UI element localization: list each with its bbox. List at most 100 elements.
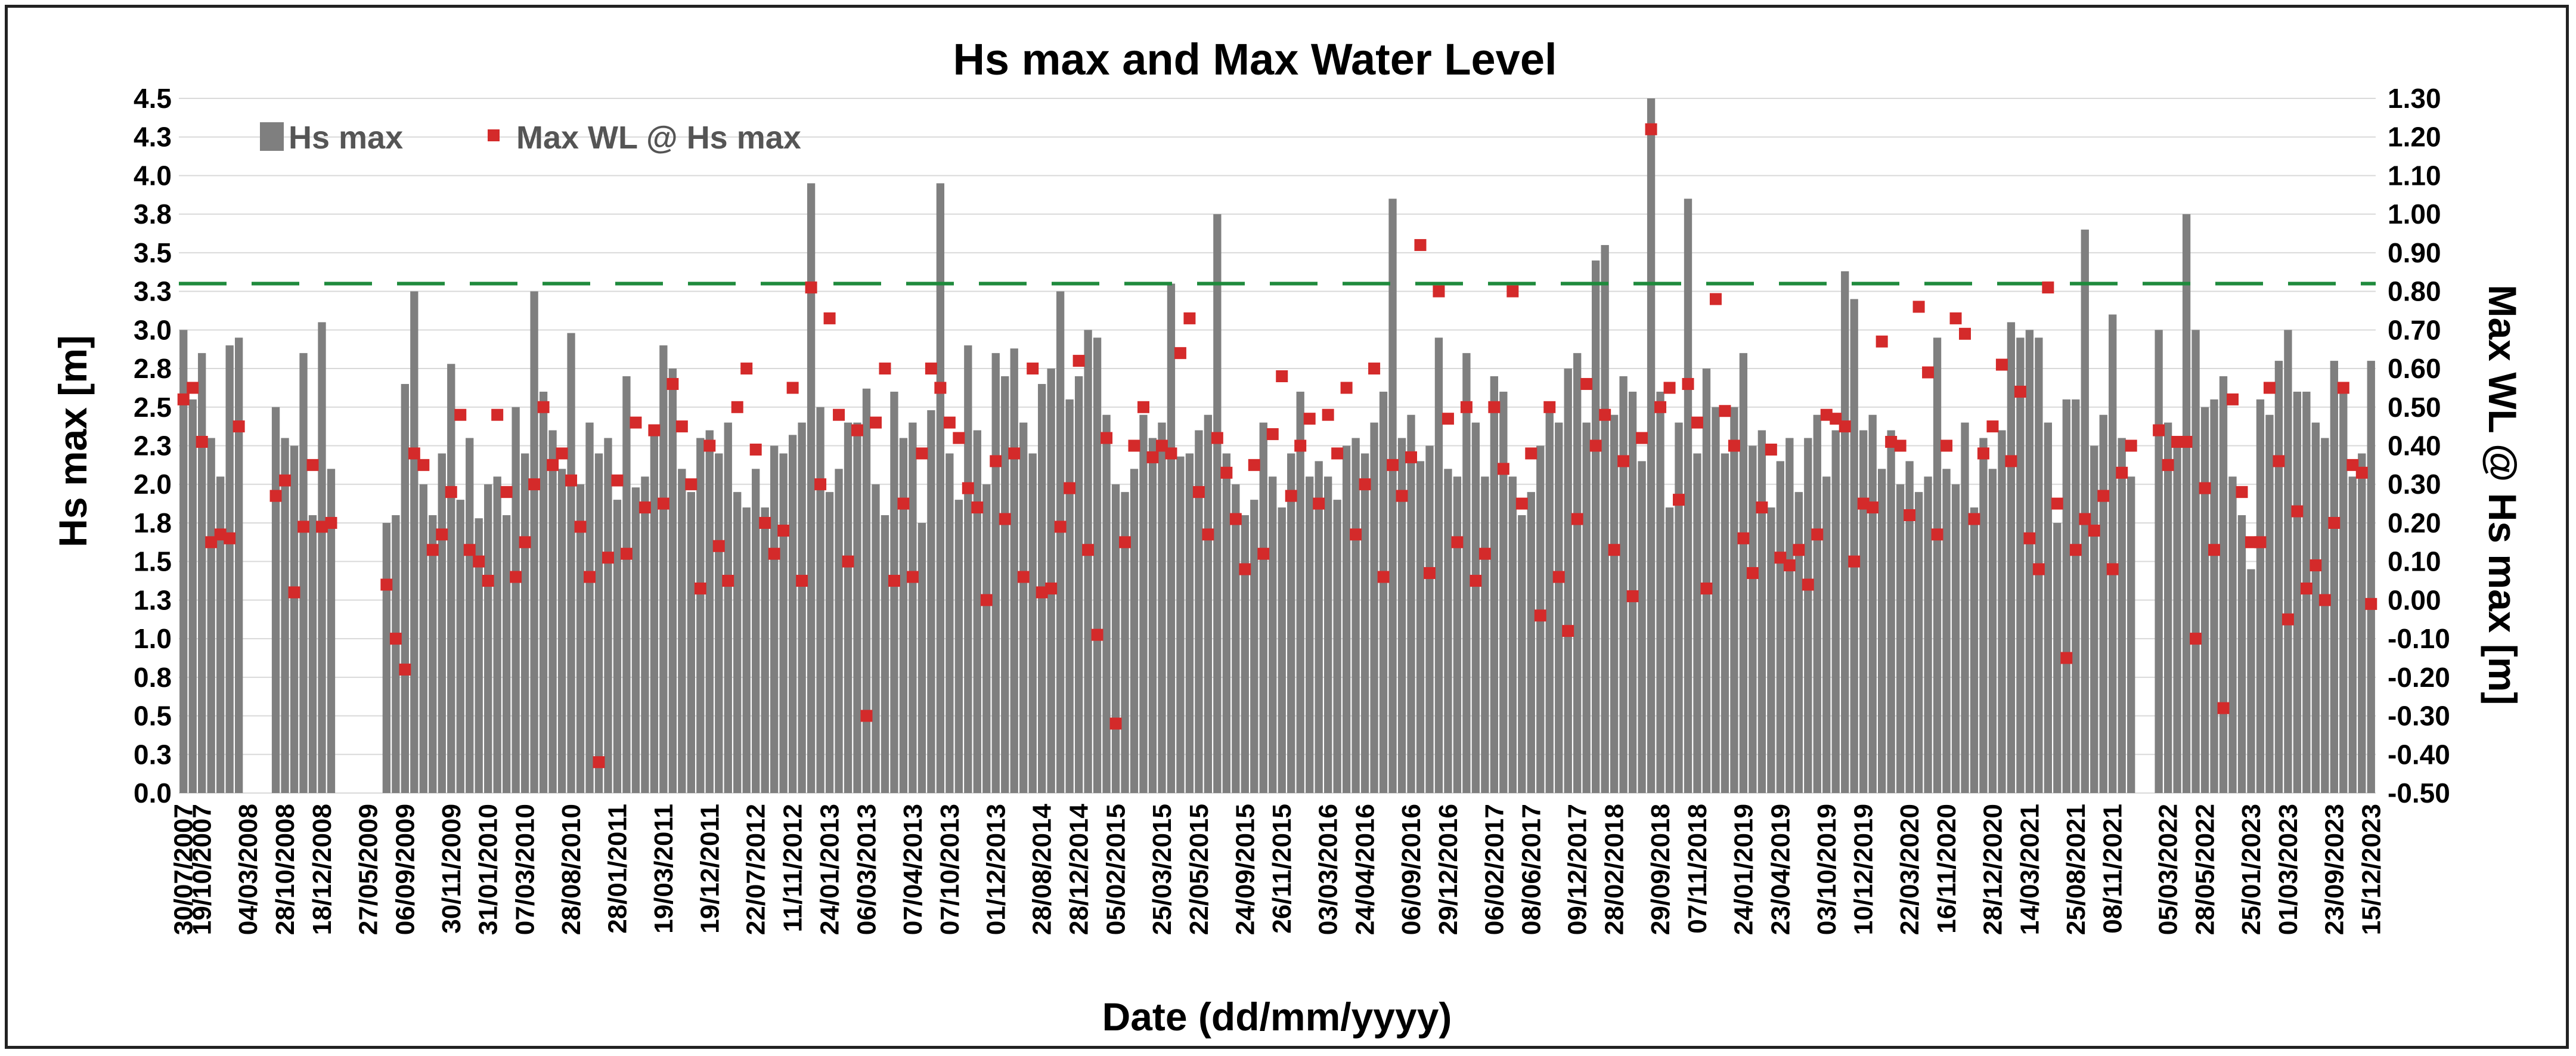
hs-bar bbox=[475, 518, 483, 793]
wl-marker bbox=[1387, 459, 1399, 471]
hs-bar bbox=[530, 291, 538, 794]
hs-bar bbox=[779, 453, 788, 793]
hs-bar bbox=[1988, 469, 1997, 793]
wl-marker bbox=[1008, 447, 1021, 460]
hs-bar bbox=[678, 469, 686, 793]
wl-marker bbox=[1820, 408, 1833, 421]
wl-marker bbox=[2116, 466, 2128, 479]
hs-bar bbox=[1914, 492, 1923, 793]
hs-bar bbox=[1712, 407, 1720, 793]
hs-bar bbox=[1065, 399, 1074, 793]
y-tick-label: 0.8 bbox=[134, 662, 172, 693]
x-tick-label: 07/11/2018 bbox=[1683, 804, 1712, 934]
hs-bar bbox=[1360, 453, 1369, 793]
hs-bar bbox=[225, 345, 234, 793]
hs-bar bbox=[1721, 453, 1729, 793]
hs-bar bbox=[844, 422, 853, 793]
hs-bar bbox=[2155, 330, 2163, 793]
x-tick-label: 08/06/2017 bbox=[1517, 804, 1546, 935]
wl-marker bbox=[1442, 413, 1454, 425]
wl-marker bbox=[1211, 432, 1223, 444]
hs-bar bbox=[1323, 476, 1332, 793]
hs-bar bbox=[1462, 353, 1471, 793]
hs-bar bbox=[1877, 469, 1886, 793]
hs-bar bbox=[1647, 98, 1656, 793]
wl-marker bbox=[1192, 486, 1205, 498]
wl-marker bbox=[860, 710, 873, 722]
wl-marker bbox=[1931, 528, 1943, 541]
wl-marker bbox=[2217, 702, 2230, 714]
wl-marker bbox=[1904, 509, 1916, 521]
hs-bar bbox=[2311, 422, 2320, 793]
wl-marker bbox=[389, 633, 402, 645]
wl-marker bbox=[2254, 536, 2267, 549]
wl-marker bbox=[2245, 536, 2257, 549]
wl-marker bbox=[1580, 377, 1593, 390]
x-tick-label: 24/04/2016 bbox=[1351, 804, 1380, 935]
wl-marker bbox=[593, 756, 605, 769]
hs-bar bbox=[585, 422, 594, 793]
wl-marker bbox=[1340, 382, 1353, 394]
x-tick-label: 11/11/2012 bbox=[779, 804, 808, 932]
y2-tick-label: 0.90 bbox=[2388, 237, 2441, 268]
hs-bar bbox=[1804, 438, 1812, 793]
x-tick-label: 07/03/2010 bbox=[511, 804, 540, 935]
hs-bar bbox=[1757, 430, 1766, 793]
hs-bar bbox=[1102, 414, 1111, 793]
y-tick-label: 1.8 bbox=[134, 507, 172, 538]
hs-bar bbox=[1702, 368, 1711, 793]
wl-marker bbox=[1313, 497, 1325, 510]
y-tick-label: 1.5 bbox=[134, 546, 172, 577]
wl-marker bbox=[233, 420, 245, 433]
wl-marker bbox=[916, 447, 928, 460]
wl-marker bbox=[1719, 405, 1731, 417]
hs-bar bbox=[1665, 507, 1674, 793]
x-tick-label: 28/12/2020 bbox=[1978, 804, 2007, 935]
wl-marker bbox=[1054, 521, 1067, 533]
wl-marker bbox=[999, 513, 1011, 525]
hs-bar bbox=[1905, 461, 1914, 793]
hs-bar bbox=[1887, 430, 1895, 793]
hs-bar bbox=[1638, 461, 1646, 793]
wl-marker bbox=[556, 447, 568, 460]
hs-bar bbox=[216, 476, 225, 793]
hs-bar bbox=[2358, 453, 2366, 793]
hs-bar bbox=[890, 391, 898, 793]
y-tick-label: 2.3 bbox=[134, 431, 172, 462]
wl-marker bbox=[1294, 439, 1307, 452]
wl-marker bbox=[1396, 490, 1408, 502]
wl-marker bbox=[694, 582, 706, 594]
wl-marker bbox=[1322, 408, 1334, 421]
hs-bar bbox=[604, 438, 612, 793]
hs-bar bbox=[2090, 445, 2098, 793]
x-tick-label: 07/10/2013 bbox=[935, 804, 965, 935]
hs-bar bbox=[318, 322, 326, 793]
hs-bar bbox=[2182, 214, 2191, 794]
wl-marker bbox=[1488, 401, 1501, 413]
hs-bar bbox=[2062, 399, 2070, 793]
wl-marker bbox=[1673, 494, 1685, 506]
y2-tick-label: 0.80 bbox=[2388, 276, 2441, 307]
wl-marker bbox=[269, 490, 282, 502]
wl-marker bbox=[1350, 528, 1362, 541]
x-tick-label: 18/12/2008 bbox=[308, 804, 337, 935]
wl-marker bbox=[1912, 301, 1925, 313]
wl-marker bbox=[2069, 544, 2082, 556]
wl-marker bbox=[602, 552, 614, 564]
y-tick-label: 0.3 bbox=[134, 739, 172, 770]
hs-bar bbox=[290, 445, 299, 793]
x-tick-label: 19/03/2011 bbox=[649, 804, 678, 934]
wl-marker bbox=[2106, 563, 2119, 575]
hs-bar bbox=[1527, 492, 1535, 793]
hs-bar bbox=[308, 515, 317, 793]
x-tick-label: 26/11/2015 bbox=[1267, 804, 1297, 934]
wl-marker bbox=[454, 408, 467, 421]
hs-bar bbox=[1619, 376, 1628, 793]
wl-marker bbox=[187, 382, 199, 394]
hs-bar bbox=[1388, 199, 1397, 793]
hs-bar bbox=[484, 484, 492, 793]
wl-marker bbox=[2060, 652, 2073, 664]
hs-bar bbox=[567, 333, 575, 793]
wl-marker bbox=[2365, 597, 2377, 610]
hs-bar bbox=[1047, 368, 1055, 793]
